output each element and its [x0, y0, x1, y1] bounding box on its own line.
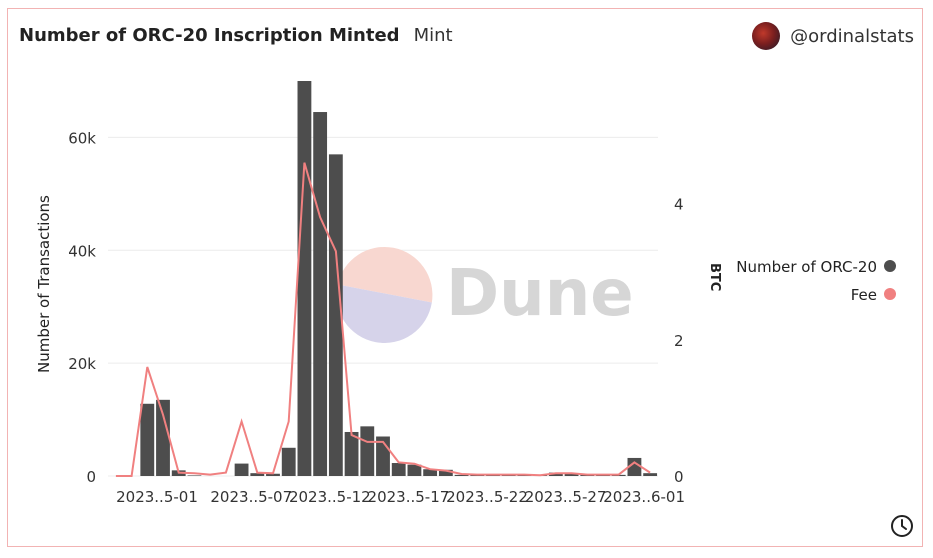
- header: Number of ORC-20 Inscription Minted Mint: [19, 25, 453, 46]
- author-badge[interactable]: @ordinalstats: [752, 22, 914, 50]
- legend: Number of ORC-20 Fee: [736, 258, 896, 304]
- bar[interactable]: [344, 431, 359, 476]
- right-tick-label: 2: [674, 332, 684, 350]
- x-tick-label: 2023..5-07: [210, 488, 292, 506]
- chart-svg: Dune 0 20k 40k 60k 0 2 4 2023..5-01 2023..5-07…: [35, 81, 896, 506]
- x-tick-label: 2023..6-01: [603, 488, 685, 506]
- watermark-text: Dune: [446, 257, 634, 331]
- bar-series: [140, 81, 658, 477]
- bar[interactable]: [564, 473, 579, 476]
- legend-label[interactable]: Fee: [851, 286, 877, 304]
- right-tick-label: 4: [674, 196, 684, 214]
- left-tick-label: 20k: [68, 355, 96, 373]
- bar[interactable]: [454, 474, 469, 476]
- avatar-icon: [752, 22, 781, 50]
- left-tick-label: 60k: [68, 129, 96, 147]
- watermark-circle-top: [337, 246, 433, 303]
- watermark-circle-bottom: [336, 284, 432, 343]
- legend-swatch[interactable]: [884, 288, 896, 300]
- bar[interactable]: [140, 403, 155, 476]
- bar[interactable]: [187, 475, 202, 476]
- left-tick-label: 40k: [68, 242, 96, 260]
- chart-title: Number of ORC-20 Inscription Minted: [19, 25, 400, 46]
- bar[interactable]: [328, 154, 343, 476]
- bar[interactable]: [234, 463, 249, 476]
- chart-panel: Number of ORC-20 Inscription Minted Mint…: [7, 8, 923, 547]
- bar[interactable]: [627, 457, 642, 476]
- x-tick-label: 2023..5-01: [116, 488, 198, 506]
- fee-line: [115, 162, 651, 477]
- bar[interactable]: [391, 463, 406, 476]
- bar[interactable]: [423, 469, 438, 476]
- x-tick-label: 2023..5-27: [525, 488, 607, 506]
- bar[interactable]: [156, 399, 170, 476]
- dune-watermark: Dune: [336, 246, 634, 343]
- left-axis-ticks: 0 20k 40k 60k: [68, 129, 96, 486]
- left-axis-label: Number of Transactions: [35, 195, 53, 373]
- author-name[interactable]: @ordinalstats: [790, 25, 914, 47]
- clock-icon[interactable]: [890, 514, 914, 538]
- x-axis-ticks: 2023..5-01 2023..5-072023..5-122023..5-17…: [116, 488, 685, 506]
- bar[interactable]: [250, 473, 265, 476]
- bar[interactable]: [438, 469, 453, 476]
- legend-label[interactable]: Number of ORC-20: [736, 258, 877, 276]
- left-tick-label: 0: [86, 468, 96, 486]
- right-tick-label: 0: [674, 468, 684, 486]
- legend-swatch[interactable]: [884, 260, 896, 272]
- bar[interactable]: [266, 473, 280, 476]
- x-tick-label: 2023..5-12: [289, 488, 371, 506]
- x-tick-label: 2023..5-17: [368, 488, 450, 506]
- bar[interactable]: [281, 447, 296, 476]
- right-axis-label: BTC: [707, 263, 722, 291]
- x-tick-label: 2023..5-22: [446, 488, 528, 506]
- bar[interactable]: [643, 473, 658, 476]
- chart-subtitle: Mint: [413, 25, 453, 46]
- bar[interactable]: [313, 112, 328, 477]
- bar[interactable]: [297, 81, 312, 476]
- bar[interactable]: [407, 464, 422, 476]
- right-axis-ticks: 0 2 4: [674, 196, 684, 486]
- bar[interactable]: [360, 426, 375, 476]
